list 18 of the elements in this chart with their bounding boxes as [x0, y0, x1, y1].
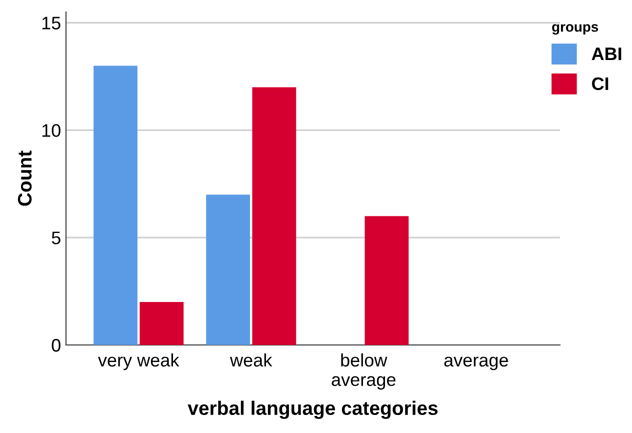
- y-tick-label: 0: [52, 338, 60, 352]
- y-tick-label: 15: [42, 16, 60, 30]
- bar: [206, 194, 250, 345]
- y-axis-title: Count: [18, 150, 32, 206]
- y-tick-label: 5: [52, 232, 60, 244]
- y-tick-label: 10: [42, 124, 60, 137]
- x-axis-title: verbal language categories: [188, 400, 438, 419]
- x-tick-label: average: [444, 356, 508, 370]
- x-tick-label: below average: [332, 353, 396, 390]
- bar: [364, 216, 409, 345]
- bar: [140, 302, 184, 345]
- bar: [94, 66, 138, 345]
- x-tick-label: very weak: [98, 353, 180, 370]
- legend-label: ABI: [592, 48, 622, 60]
- bar: [252, 87, 296, 345]
- legend-title: groups: [552, 24, 598, 35]
- legend-label: CI: [592, 77, 608, 90]
- x-tick-label: weak: [230, 353, 272, 367]
